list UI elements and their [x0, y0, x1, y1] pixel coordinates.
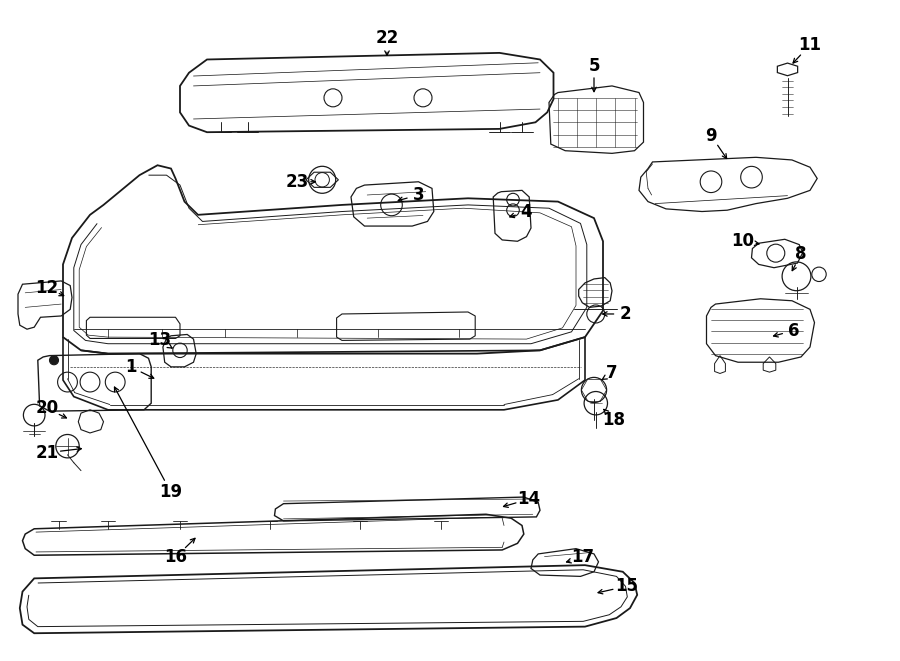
Text: 10: 10: [731, 232, 754, 251]
Text: 23: 23: [285, 173, 309, 191]
Text: 5: 5: [589, 57, 599, 75]
Text: 15: 15: [615, 577, 638, 596]
Text: 9: 9: [706, 126, 716, 145]
Text: 19: 19: [159, 483, 183, 502]
Text: 3: 3: [413, 186, 424, 204]
Text: 8: 8: [796, 245, 806, 264]
Text: 4: 4: [521, 202, 532, 221]
Text: 7: 7: [607, 364, 617, 383]
Text: 11: 11: [798, 36, 822, 54]
Text: 18: 18: [602, 410, 626, 429]
Text: 16: 16: [164, 548, 187, 566]
Text: 2: 2: [620, 305, 631, 323]
Text: 12: 12: [35, 278, 58, 297]
Text: 6: 6: [788, 321, 799, 340]
Text: 17: 17: [572, 548, 595, 566]
Text: 22: 22: [375, 29, 399, 48]
Text: 14: 14: [518, 490, 541, 508]
Text: 13: 13: [148, 331, 172, 350]
Text: 20: 20: [35, 399, 58, 418]
Text: 21: 21: [35, 444, 58, 462]
Text: 1: 1: [125, 358, 136, 376]
Circle shape: [50, 356, 58, 365]
